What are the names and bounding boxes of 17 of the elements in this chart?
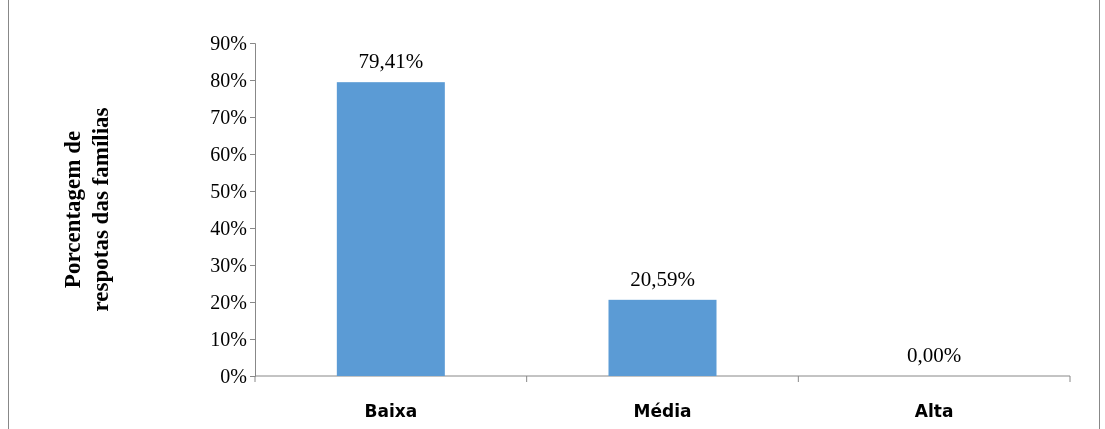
y-tick-label: 20% bbox=[210, 290, 247, 313]
y-tick-label: 0% bbox=[220, 364, 247, 387]
y-tick-label: 80% bbox=[210, 68, 247, 91]
data-label: 79,41% bbox=[358, 49, 424, 74]
y-axis-title: Porcentagem de respotas das famílias bbox=[60, 107, 113, 312]
x-tick-label: Média bbox=[633, 401, 692, 421]
y-tick-label: 70% bbox=[210, 105, 247, 128]
y-tick-label: 10% bbox=[210, 327, 247, 350]
y-tick-label: 40% bbox=[210, 216, 247, 239]
data-label: 20,59% bbox=[630, 266, 695, 291]
x-tick-label: Alta bbox=[914, 401, 954, 421]
y-tick-label: 30% bbox=[210, 253, 247, 276]
data-label: 0,00% bbox=[907, 343, 962, 367]
y-tick-label: 50% bbox=[210, 179, 247, 202]
x-tick-label: Baixa bbox=[364, 401, 418, 421]
y-tick-label: 90% bbox=[210, 31, 247, 54]
y-tick-label: 60% bbox=[210, 142, 247, 165]
